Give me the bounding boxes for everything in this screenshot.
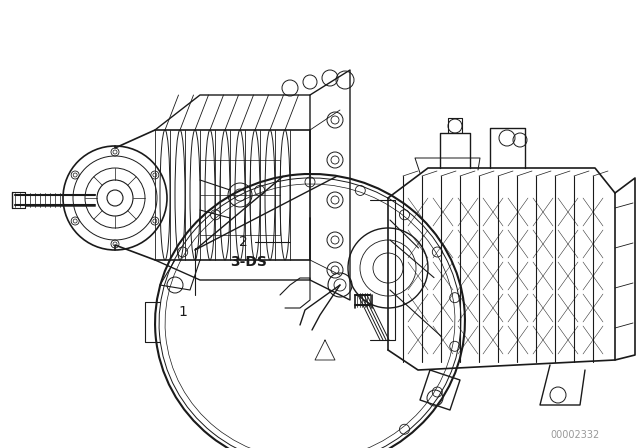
Text: 3-DS: 3-DS — [230, 255, 267, 269]
Text: 2: 2 — [239, 235, 248, 249]
Text: 1: 1 — [179, 305, 188, 319]
Text: 00002332: 00002332 — [550, 430, 600, 440]
